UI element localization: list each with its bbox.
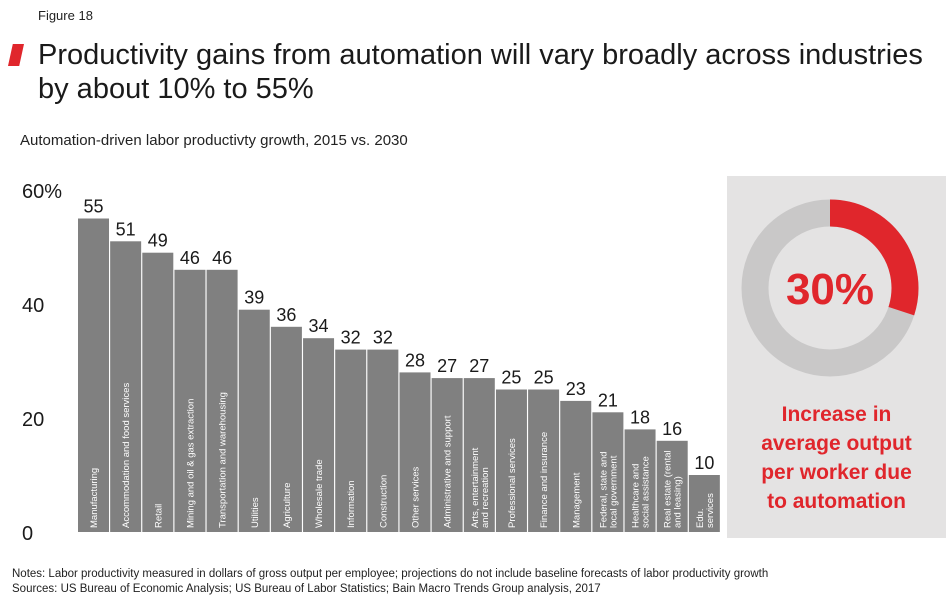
- sources-text: Sources: US Bureau of Economic Analysis;…: [12, 583, 601, 595]
- category-label: Agriculture: [282, 483, 293, 528]
- category-label: Manufacturing: [89, 468, 100, 528]
- category-label: Arts, entertainment: [470, 447, 481, 528]
- bar: [528, 389, 560, 532]
- category-label: Mining and oil & gas extraction: [185, 399, 196, 528]
- category-label: local government: [608, 455, 619, 528]
- data-label: 21: [598, 390, 618, 410]
- data-label: 25: [501, 368, 521, 388]
- caption-line-4: to automation: [767, 490, 906, 513]
- category-label: Professional services: [507, 438, 518, 528]
- category-label: social assistance: [641, 456, 652, 528]
- highlight-caption: Increase in average output per worker du…: [734, 400, 939, 516]
- bar: [592, 412, 624, 532]
- category-label: Construction: [378, 475, 389, 528]
- donut-chart: 30%: [741, 199, 919, 377]
- category-label: Finance and insurance: [539, 432, 550, 528]
- category-label: Healthcare and: [631, 464, 642, 528]
- category-label: Administrative and support: [443, 415, 454, 528]
- y-tick-label: 40: [22, 295, 44, 317]
- bar: [206, 269, 238, 532]
- data-label: 18: [630, 407, 650, 427]
- footnotes: Notes: Labor productivity measured in do…: [12, 567, 768, 597]
- bar: [624, 429, 656, 532]
- category-label: Utilities: [250, 497, 261, 528]
- category-label: and leasing): [673, 476, 684, 528]
- data-label: 46: [212, 248, 232, 268]
- title-accent-mark: [8, 44, 24, 66]
- category-label: services: [705, 493, 716, 528]
- data-label: 34: [309, 316, 329, 336]
- bar: [78, 218, 109, 532]
- figure-label: Figure 18: [38, 8, 93, 23]
- data-label: 55: [83, 197, 103, 217]
- bar-chart: 0 20 40 60% 55 Manufacturing 51 Accommodation a…: [22, 181, 720, 540]
- category-label: Management: [571, 472, 582, 528]
- category-label: Transportation and warehousing: [218, 392, 229, 528]
- data-label: 32: [373, 328, 393, 348]
- data-label: 25: [534, 368, 554, 388]
- y-tick-label: 60%: [22, 181, 62, 203]
- bar: [303, 338, 335, 532]
- chart-title: Productivity gains from automation will …: [38, 39, 923, 105]
- chart-subtitle: Automation-driven labor productivty grow…: [20, 132, 408, 149]
- bar: [270, 326, 302, 532]
- category-label: Other services: [411, 467, 422, 528]
- bar: [335, 349, 367, 532]
- data-label: 10: [694, 453, 714, 473]
- caption-line-3: per worker due: [761, 461, 912, 484]
- data-label: 39: [244, 288, 264, 308]
- bar: [174, 269, 206, 532]
- bar: [110, 241, 142, 533]
- bar: [560, 400, 592, 532]
- data-label: 36: [276, 305, 296, 325]
- data-label: 27: [469, 356, 489, 376]
- category-label: Accommodation and food services: [121, 383, 132, 528]
- category-label: Wholesale trade: [314, 459, 325, 528]
- bar: [399, 372, 431, 532]
- data-label: 28: [405, 350, 425, 370]
- category-label: and recreation: [480, 467, 491, 528]
- data-label: 51: [116, 219, 136, 239]
- bar: [656, 440, 688, 532]
- category-label: Information: [346, 480, 357, 528]
- donut-value-label: 30%: [786, 265, 874, 314]
- caption-line-1: Increase in: [781, 403, 892, 426]
- category-label: Retail: [153, 504, 164, 528]
- bar: [495, 389, 527, 532]
- bar: [463, 378, 495, 532]
- bar: [238, 309, 270, 532]
- y-tick-label: 20: [22, 409, 44, 431]
- bar: [142, 252, 174, 532]
- category-label: Federal, state and: [598, 451, 609, 528]
- data-label: 23: [566, 379, 586, 399]
- data-label: 32: [341, 328, 361, 348]
- data-label: 49: [148, 231, 168, 251]
- bar: [688, 475, 720, 532]
- caption-line-2: average output: [761, 432, 912, 455]
- data-label: 16: [662, 419, 682, 439]
- data-label: 27: [437, 356, 457, 376]
- data-label: 46: [180, 248, 200, 268]
- donut-value-arc: [829, 199, 919, 316]
- category-label: Edu.: [695, 508, 706, 528]
- bar: [367, 349, 399, 532]
- category-label: Real estate (rental: [663, 450, 674, 528]
- bar: [431, 378, 463, 532]
- notes-text: Notes: Labor productivity measured in do…: [12, 568, 769, 580]
- y-tick-label: 0: [22, 523, 33, 540]
